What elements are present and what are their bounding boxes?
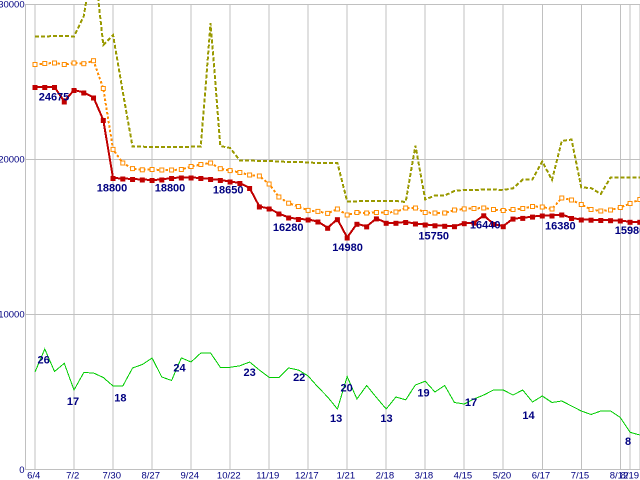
svg-text:7/15: 7/15 bbox=[571, 471, 590, 480]
svg-text:0: 0 bbox=[19, 465, 24, 476]
svg-text:24675: 24675 bbox=[39, 92, 70, 104]
svg-text:16440: 16440 bbox=[470, 220, 501, 232]
svg-text:19: 19 bbox=[417, 388, 429, 400]
svg-text:11/19: 11/19 bbox=[256, 471, 279, 480]
svg-text:15750: 15750 bbox=[418, 231, 449, 243]
svg-text:9/24: 9/24 bbox=[181, 471, 200, 480]
svg-text:8/27: 8/27 bbox=[142, 471, 161, 480]
svg-text:13: 13 bbox=[330, 413, 342, 425]
svg-text:2/18: 2/18 bbox=[376, 471, 395, 480]
svg-text:22: 22 bbox=[293, 372, 305, 384]
svg-text:14: 14 bbox=[522, 410, 535, 422]
svg-text:18650: 18650 bbox=[213, 185, 244, 197]
svg-text:1/21: 1/21 bbox=[337, 471, 356, 480]
svg-text:20000: 20000 bbox=[0, 154, 25, 165]
svg-text:18800: 18800 bbox=[97, 183, 128, 195]
svg-text:10/22: 10/22 bbox=[217, 471, 241, 480]
svg-text:23: 23 bbox=[243, 367, 255, 379]
svg-text:13: 13 bbox=[380, 413, 392, 425]
svg-text:5/20: 5/20 bbox=[493, 471, 512, 480]
svg-text:18: 18 bbox=[114, 393, 126, 405]
svg-text:20: 20 bbox=[340, 382, 352, 394]
svg-text:16380: 16380 bbox=[545, 220, 576, 232]
svg-text:24: 24 bbox=[173, 363, 186, 375]
svg-text:17: 17 bbox=[465, 397, 477, 409]
svg-text:14980: 14980 bbox=[332, 242, 363, 254]
svg-text:16280: 16280 bbox=[273, 222, 304, 234]
svg-text:18800: 18800 bbox=[155, 183, 186, 195]
svg-text:8: 8 bbox=[625, 436, 631, 448]
svg-text:7/30: 7/30 bbox=[102, 471, 121, 480]
svg-text:6/17: 6/17 bbox=[532, 471, 551, 480]
svg-text:30000: 30000 bbox=[0, 0, 25, 10]
svg-text:15980: 15980 bbox=[615, 225, 640, 237]
svg-text:4/15: 4/15 bbox=[454, 471, 473, 480]
svg-text:3/18: 3/18 bbox=[415, 471, 434, 480]
svg-text:10000: 10000 bbox=[0, 309, 25, 320]
svg-text:8/12: 8/12 bbox=[610, 471, 629, 480]
svg-text:7/2: 7/2 bbox=[66, 471, 79, 480]
svg-text:17: 17 bbox=[67, 396, 79, 408]
svg-text:12/17: 12/17 bbox=[295, 471, 319, 480]
svg-text:26: 26 bbox=[37, 354, 49, 366]
svg-text:8/19: 8/19 bbox=[621, 471, 640, 480]
svg-text:6/4: 6/4 bbox=[27, 471, 40, 480]
